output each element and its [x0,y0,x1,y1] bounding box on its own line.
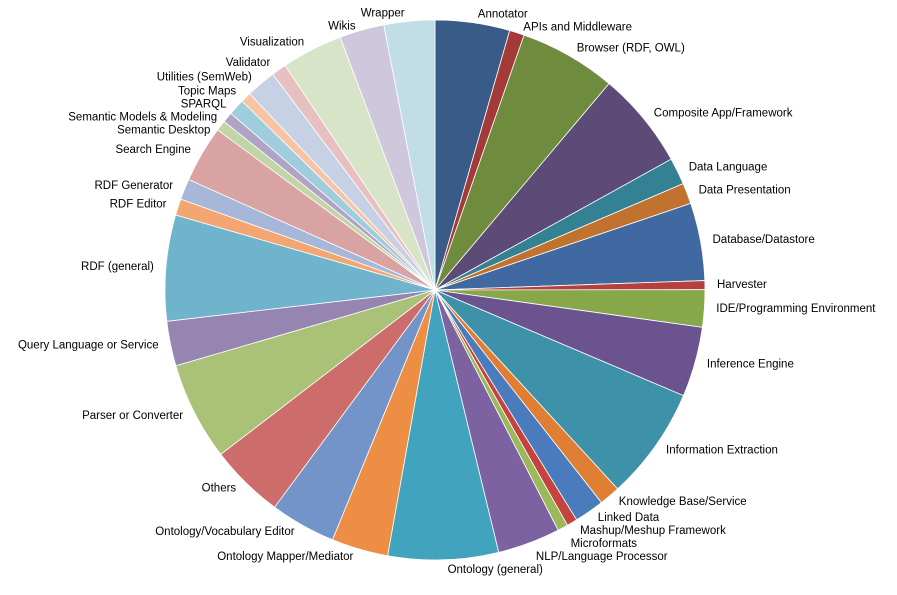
label-microformats: Microformats [571,538,638,550]
label-database-datastore: Database/Datastore [713,234,815,246]
label-visualization: Visualization [240,37,304,49]
label-data-language: Data Language [689,162,768,174]
slice-wrapper [383,19,436,291]
label-query-language-or-service: Query Language or Service [18,339,159,351]
label-parser-or-converter: Parser or Converter [82,410,183,422]
label-rdf-generator: RDF Generator [94,180,173,192]
label-topic-maps: Topic Maps [178,86,236,98]
label-information-extraction: Information Extraction [666,444,778,456]
label-search-engine: Search Engine [115,144,190,156]
label-linked-data: Linked Data [598,512,660,524]
label-ontology-vocabulary-editor: Ontology/Vocabulary Editor [155,526,295,538]
label-knowledge-base-service: Knowledge Base/Service [619,496,747,508]
label-others: Others [202,482,237,494]
label-ide-programming-environment: IDE/Programming Environment [716,303,876,315]
label-inference-engine: Inference Engine [707,358,794,370]
slice-information-extraction [434,289,684,490]
label-utilities-semweb: Utilities (SemWeb) [157,72,252,84]
label-sparql: SPARQL [181,99,227,111]
label-mashup-meshup-framework: Mashup/Meshup Framework [580,525,726,537]
label-composite-app-framework: Composite App/Framework [654,108,793,120]
label-wrapper: Wrapper [361,7,405,19]
label-rdf-general: RDF (general) [81,261,154,273]
label-rdf-editor: RDF Editor [110,199,167,211]
label-wikis: Wikis [328,20,356,32]
label-semantic-models-modeling: Semantic Models & Modeling [68,112,217,124]
label-data-presentation: Data Presentation [699,185,791,197]
label-validator: Validator [226,57,271,69]
pie-slices [164,19,706,561]
label-nlp-language-processor: NLP/Language Processor [536,551,668,563]
label-apis-and-middleware: APIs and Middleware [523,22,632,34]
label-annotator: Annotator [478,9,528,21]
label-semantic-desktop: Semantic Desktop [117,125,210,137]
label-browser-rdf-owl: Browser (RDF, OWL) [577,43,685,55]
label-ontology-mapper-mediator: Ontology Mapper/Mediator [217,551,353,563]
slice-ontology-general [387,289,500,561]
label-harvester: Harvester [717,279,767,291]
label-ontology-general: Ontology (general) [448,564,543,576]
